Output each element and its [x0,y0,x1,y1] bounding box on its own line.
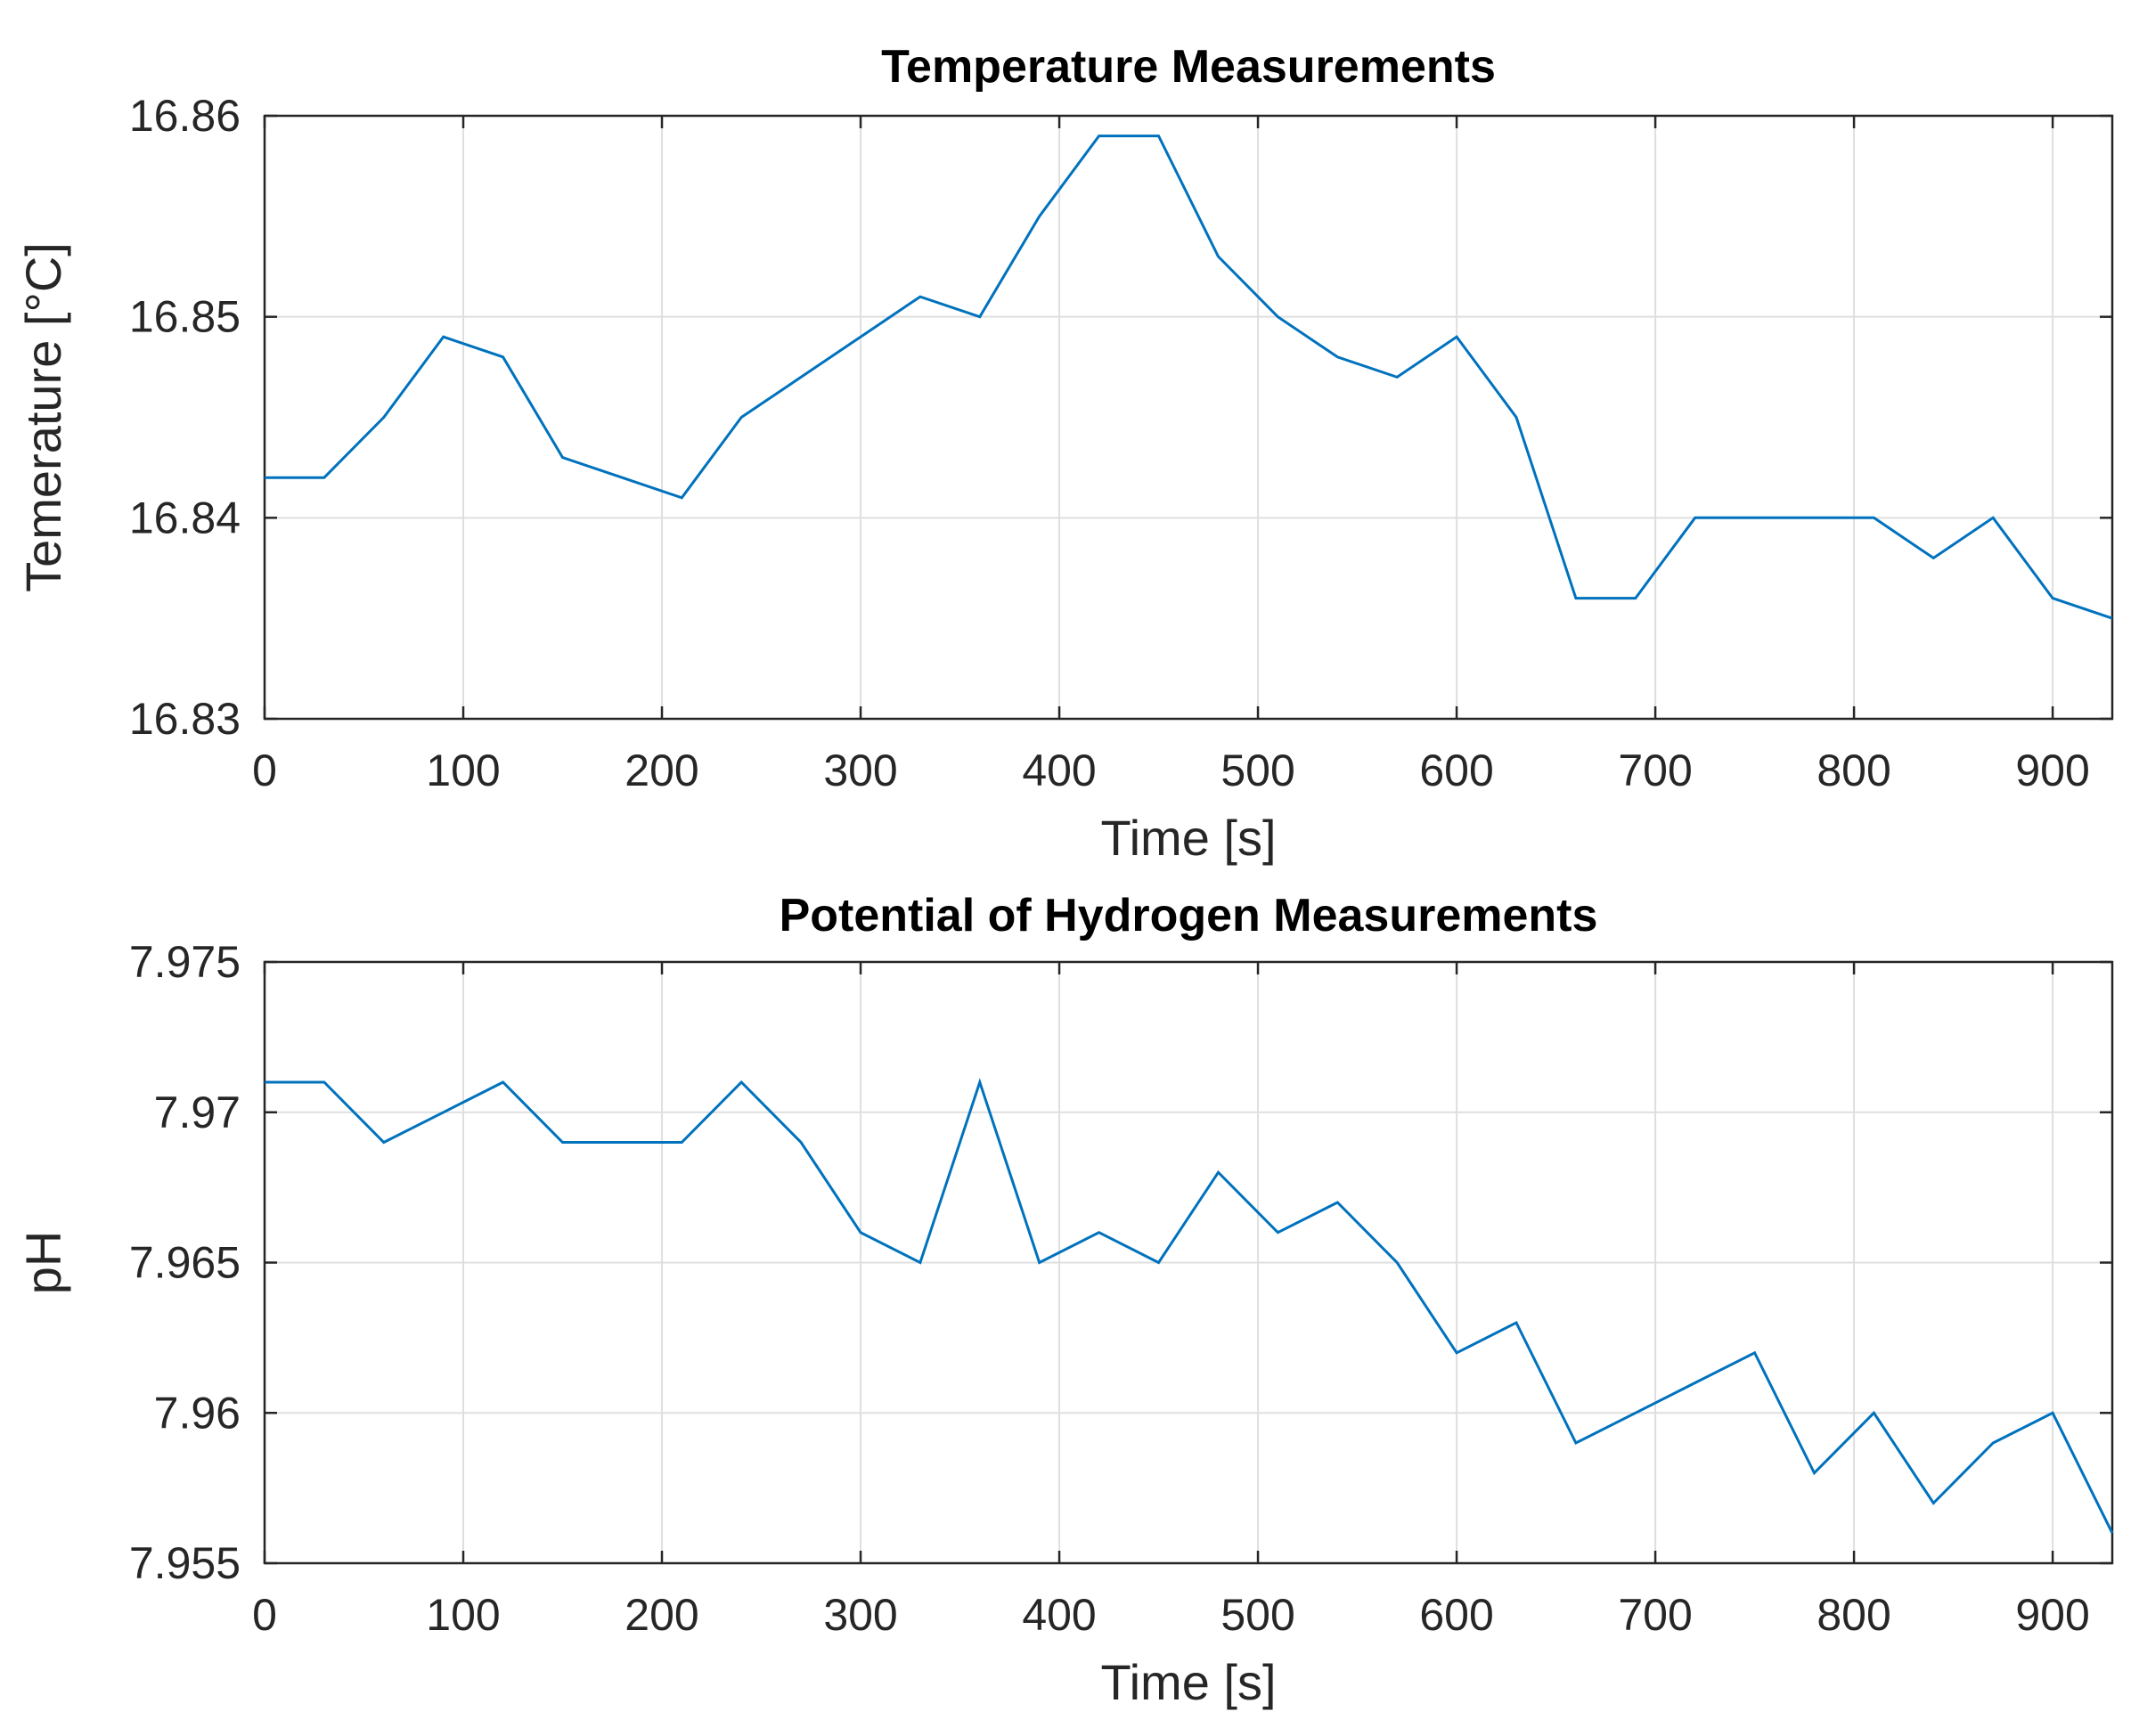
temperature-chart: 0 100 200 300 400 500 600 700 800 900 16.83 16.84 16… [15,41,2114,866]
x-tick-label: 400 [1022,746,1096,795]
y-axis-label: pH [15,1231,71,1295]
x-tick-label: 800 [1817,1590,1890,1640]
series-line [265,1078,2114,1534]
y-axis-label: Temerature [°C] [15,242,71,592]
x-tick-label: 300 [823,746,897,795]
ph-chart: 0 100 200 300 400 500 600 700 800 900 7.955 7.96 7.9… [15,890,2114,1710]
x-tick-label: 0 [252,1590,277,1640]
x-axis-label: Time [s] [1100,810,1276,866]
y-tick-label: 16.85 [129,292,241,342]
x-tick-label: 600 [1419,1590,1493,1640]
x-tick-label: 500 [1221,746,1294,795]
y-tick-label: 16.86 [129,91,241,141]
y-tick-label: 16.83 [129,694,241,744]
series-line [265,134,2113,620]
x-axis-label: Time [s] [1100,1654,1276,1710]
x-tick-label: 500 [1221,1590,1294,1640]
y-tick-label: 16.84 [129,493,241,542]
x-tick-label: 600 [1419,746,1493,795]
x-tick-label: 700 [1618,746,1692,795]
x-tick-label: 300 [823,1590,897,1640]
x-tick-label: 200 [625,1590,698,1640]
x-tick-label: 0 [252,746,277,795]
chart-title: Temperature Measurements [881,41,1496,93]
x-tick-label: 100 [426,1590,500,1640]
x-tick-label: 100 [426,746,500,795]
y-tick-label: 7.96 [154,1388,241,1438]
y-tick-label: 7.965 [129,1238,241,1288]
x-tick-label: 900 [2015,746,2089,795]
x-tick-label: 900 [2015,1590,2089,1640]
y-tick-label: 7.975 [129,937,241,987]
y-tick-label: 7.97 [154,1088,241,1137]
x-tick-label: 800 [1817,746,1890,795]
chart-title: Potential of Hydrogen Measurements [780,890,1598,941]
axes-box [263,114,2114,721]
x-tick-label: 400 [1022,1590,1096,1640]
x-tick-label: 200 [625,746,698,795]
y-tick-label: 7.955 [129,1538,241,1588]
x-tick-label: 700 [1618,1590,1692,1640]
